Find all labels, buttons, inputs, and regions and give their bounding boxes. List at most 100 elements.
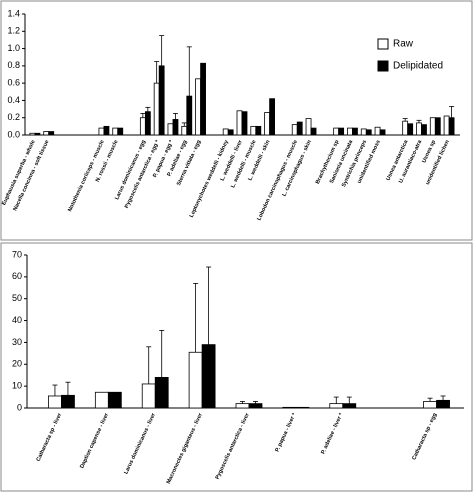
bar [200, 62, 206, 136]
error-bar [186, 46, 192, 97]
panel-frame [0, 0, 473, 241]
bar [103, 125, 110, 136]
bar [43, 131, 50, 136]
bar [144, 111, 151, 136]
bar [29, 132, 36, 136]
bar [296, 121, 303, 136]
error-bar [159, 330, 165, 378]
bar [338, 127, 345, 136]
x-tick-label: Macronectes giganteus - liver [166, 412, 204, 485]
error-bar [181, 122, 187, 127]
legend-swatch [377, 60, 389, 72]
bar [236, 110, 243, 136]
bar [342, 403, 357, 409]
bar [443, 115, 450, 136]
error-bar [159, 35, 165, 66]
bar [282, 406, 297, 409]
error-bar [240, 401, 245, 404]
bar [154, 376, 169, 409]
bar [255, 125, 262, 136]
error-bar [172, 112, 178, 120]
bar [167, 123, 174, 136]
bar [117, 127, 124, 136]
bar [310, 127, 317, 136]
error-bar [449, 106, 455, 118]
bar [305, 118, 312, 136]
error-bar [154, 61, 160, 84]
y-tick-label: 70 [12, 249, 22, 259]
bar [379, 129, 386, 136]
y-tick-label: 1.4 [7, 8, 20, 18]
y-tick-label: 0.0 [7, 129, 20, 139]
bar [269, 98, 276, 136]
bar [407, 123, 414, 136]
y-tick-label: 0 [17, 402, 22, 412]
error-bar [253, 401, 258, 404]
bar [291, 124, 298, 136]
bar [186, 95, 193, 136]
y-tick-label: 1.0 [7, 43, 20, 53]
bar [201, 344, 216, 409]
error-bar [427, 397, 433, 402]
x-tick-label: Catharacta sp - egg [411, 412, 438, 461]
bar [139, 117, 146, 136]
error-bar [346, 396, 352, 404]
error-bar [146, 346, 152, 384]
y-tick-label: 30 [12, 337, 22, 347]
bar [188, 351, 203, 409]
error-bar [140, 112, 146, 118]
bar [295, 406, 310, 409]
bar [250, 125, 257, 136]
x-tick-label: P. papua - liver * [274, 412, 298, 453]
bar [61, 394, 75, 409]
error-bar [402, 118, 408, 122]
y-tick-label: 60 [12, 271, 22, 281]
bar [429, 117, 436, 136]
bar [241, 111, 248, 136]
bar [94, 391, 109, 409]
error-bar [65, 381, 71, 396]
y-tick-label: 10 [12, 381, 22, 391]
bar [158, 65, 165, 136]
bar [227, 129, 234, 136]
bar [329, 403, 344, 409]
bar [222, 128, 229, 136]
bar [48, 131, 55, 136]
bar [352, 127, 358, 136]
legend-label: Delipidated [393, 61, 443, 72]
legend-swatch [377, 38, 389, 50]
bar [107, 391, 122, 409]
error-bar [206, 266, 212, 345]
y-tick-label: 0.8 [7, 60, 20, 70]
bar [153, 82, 160, 136]
bar [235, 403, 250, 409]
bar [34, 132, 41, 136]
bar [416, 122, 422, 136]
bar [448, 117, 455, 136]
bar [374, 126, 381, 136]
y-tick-label: 50 [12, 293, 22, 303]
bar [112, 127, 119, 136]
error-bar [440, 395, 446, 401]
x-tick-label: P. adeliae - liver * [320, 412, 345, 456]
x-tick-label: Daption capense - liver [79, 412, 110, 470]
x-tick-label: Larus dominicanus - liver [123, 412, 157, 476]
error-bar [333, 396, 339, 404]
error-bar [52, 384, 58, 396]
bar [423, 401, 437, 409]
bar [360, 128, 367, 136]
bar [365, 129, 372, 136]
bar [333, 127, 340, 136]
panel-frame [0, 242, 473, 492]
bar [98, 127, 105, 136]
bar [248, 403, 263, 409]
error-bar [145, 106, 151, 112]
error-bar [416, 119, 422, 123]
legend-label: Raw [393, 39, 414, 50]
y-tick-label: 20 [12, 359, 22, 369]
y-tick-label: 0.6 [7, 78, 20, 88]
bar [402, 120, 409, 136]
bar [434, 117, 441, 136]
y-tick-label: 0.2 [7, 112, 20, 122]
